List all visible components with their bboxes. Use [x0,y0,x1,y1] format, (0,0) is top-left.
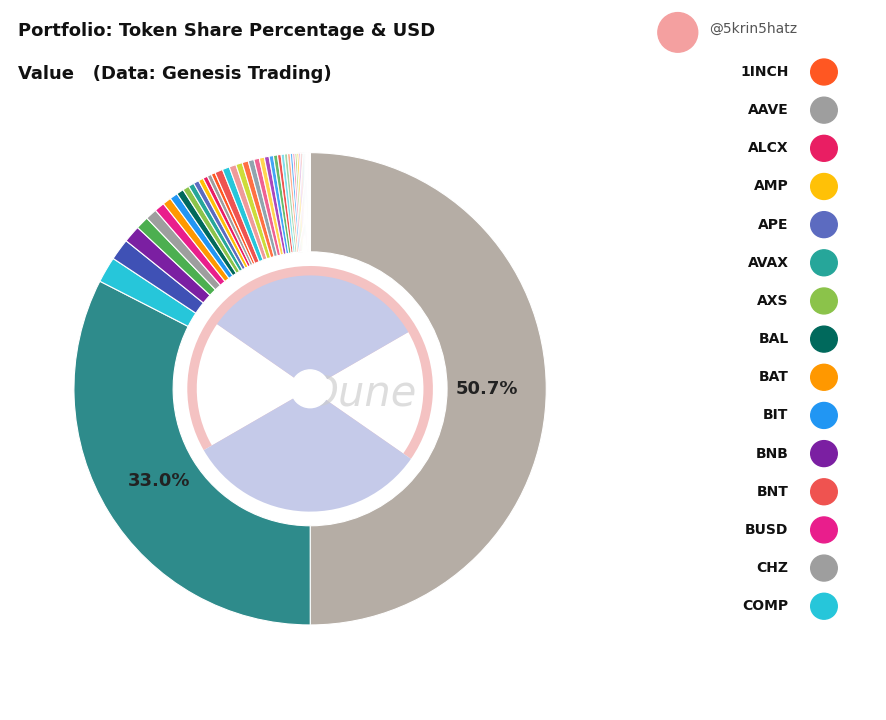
Text: BIT: BIT [763,408,789,423]
Text: @5krin5hatz: @5krin5hatz [709,22,797,35]
Text: AAVE: AAVE [748,103,789,117]
Wedge shape [297,153,304,252]
Wedge shape [260,157,284,255]
Wedge shape [156,204,225,285]
Text: 1INCH: 1INCH [740,65,789,79]
Wedge shape [113,240,204,313]
Wedge shape [304,153,307,252]
Wedge shape [147,210,221,290]
Wedge shape [137,218,215,295]
Wedge shape [229,165,267,260]
Text: AVAX: AVAX [748,256,789,270]
Wedge shape [308,153,309,252]
Wedge shape [254,158,281,256]
Wedge shape [274,155,291,253]
Wedge shape [183,186,239,274]
Wedge shape [187,266,433,502]
Wedge shape [207,174,253,266]
Wedge shape [299,153,305,252]
Wedge shape [222,167,263,261]
Wedge shape [204,276,411,512]
Text: 50.7%: 50.7% [456,379,518,397]
Wedge shape [277,154,293,253]
Text: CHZ: CHZ [757,561,789,575]
Text: COMP: COMP [742,599,789,613]
Wedge shape [309,153,310,252]
Wedge shape [211,173,255,264]
Wedge shape [300,153,306,252]
Wedge shape [126,228,210,303]
Text: AMP: AMP [754,179,789,194]
Wedge shape [305,153,307,252]
Wedge shape [163,199,229,282]
Text: APE: APE [758,217,789,232]
Wedge shape [215,169,260,264]
Wedge shape [248,159,277,256]
Wedge shape [170,194,233,279]
Wedge shape [284,154,297,253]
Wedge shape [295,153,302,252]
Text: BNT: BNT [757,485,789,499]
Text: 33.0%: 33.0% [128,472,190,490]
Wedge shape [74,282,310,625]
Wedge shape [287,153,299,253]
Wedge shape [310,153,547,625]
Text: BAL: BAL [758,332,789,346]
Wedge shape [177,190,237,276]
Text: BUSD: BUSD [745,523,789,537]
Wedge shape [307,153,309,252]
Text: AXS: AXS [757,294,789,308]
Wedge shape [281,154,295,253]
Text: ALCX: ALCX [748,141,789,156]
Wedge shape [198,179,248,268]
Wedge shape [269,156,289,254]
Wedge shape [236,163,271,258]
Wedge shape [302,153,307,252]
Text: Dune: Dune [307,372,417,415]
Wedge shape [292,153,301,252]
Wedge shape [264,156,286,254]
Wedge shape [307,153,308,252]
Wedge shape [203,176,251,266]
Wedge shape [100,258,196,326]
Text: BAT: BAT [758,370,789,384]
Circle shape [291,370,329,408]
Text: Value   (Data: Genesis Trading): Value (Data: Genesis Trading) [18,65,331,83]
Wedge shape [194,181,245,269]
Wedge shape [242,161,274,258]
Text: BNB: BNB [756,446,789,461]
Wedge shape [189,184,243,271]
Text: Portfolio: Token Share Percentage & USD: Portfolio: Token Share Percentage & USD [18,22,435,40]
Wedge shape [291,153,300,252]
